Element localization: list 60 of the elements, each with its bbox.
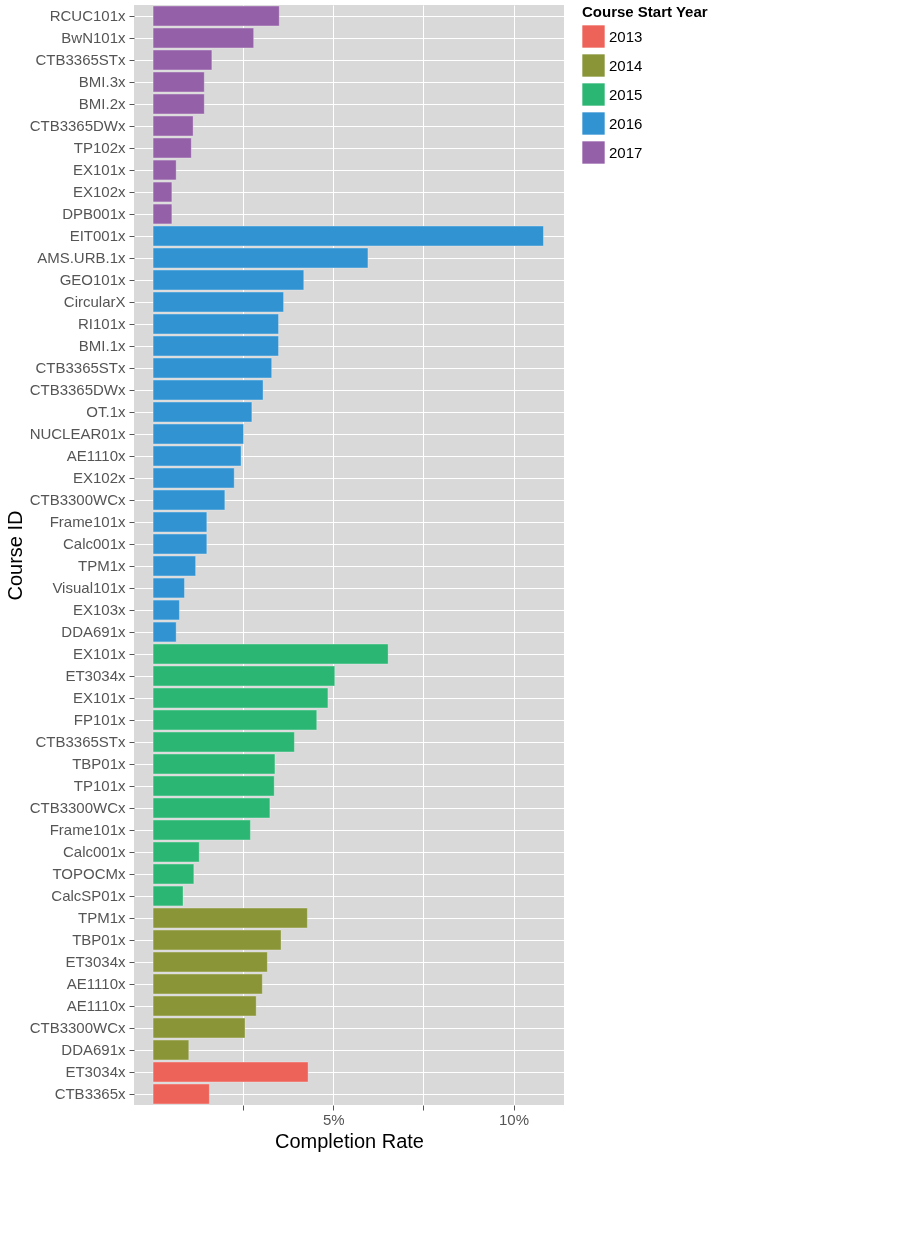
y-tick-label: CircularX [63,293,126,310]
y-tick-label: GEO101x [59,271,126,288]
y-tick-label: AE1110x [66,975,126,992]
y-tick-label: CTB3365DWx [29,381,126,398]
y-tick-label: TP101x [73,777,126,794]
y-tick-label: ET3034x [65,953,126,970]
y-tick-label: CTB3365STx [35,359,126,376]
y-tick-label: EIT001x [69,227,126,244]
y-tick-label: EX103x [72,601,126,618]
y-tick-label: CTB3365DWx [29,117,126,134]
y-tick-label: CTB3300WCx [29,491,126,508]
y-tick-label: EX102x [72,469,126,486]
legend-label: 2014 [609,56,643,74]
x-axis-title: Completion Rate [275,1129,424,1152]
legend-label: 2013 [609,27,643,45]
y-tick-label: Frame101x [49,821,126,838]
y-tick-label: ET3034x [65,667,126,684]
legend-label: 2017 [609,143,643,161]
y-tick-label: AE1110x [66,997,126,1014]
y-tick-label: OT.1x [86,403,126,420]
y-tick-label: CalcSP01x [51,887,126,904]
y-tick-label: CTB3365x [54,1085,126,1102]
legend-label: 2016 [609,114,643,132]
y-tick-label: EX102x [72,183,126,200]
y-tick-label: EX101x [72,689,126,706]
y-tick-label: NUCLEAR01x [29,425,126,442]
y-tick-label: Frame101x [49,513,126,530]
y-tick-label: EX101x [72,645,126,662]
y-tick-label: DDA691x [61,1041,126,1058]
y-tick-label: EX101x [72,161,126,178]
y-tick-label: DPB001x [62,205,126,222]
y-tick-label: BMI.2x [78,95,126,112]
y-tick-label: FP101x [73,711,126,728]
legend-title: Course Start Year [582,3,708,20]
y-tick-label: RI101x [77,315,126,332]
y-tick-label: TPM1x [77,909,126,926]
y-tick-label: CTB3300WCx [29,1019,126,1036]
y-tick-label: CTB3365STx [35,51,126,68]
y-tick-label: CTB3300WCx [29,799,126,816]
y-tick-label: CTB3365STx [35,733,126,750]
y-tick-label: TBP01x [72,931,126,948]
y-tick-label: TBP01x [72,755,126,772]
y-tick-label: Visual101x [52,579,126,596]
y-tick-label: ET3034x [65,1063,126,1080]
y-tick-label: TPM1x [77,557,126,574]
y-axis-title: Course ID [3,510,26,601]
y-tick-label: DDA691x [61,623,126,640]
y-tick-label: AE1110x [66,447,126,464]
y-tick-label: TOPOCMx [52,865,126,882]
y-tick-label: RCUC101x [49,7,126,24]
y-tick-label: TP102x [73,139,126,156]
y-tick-label: BMI.1x [78,337,126,354]
y-tick-label: Calc001x [62,535,126,552]
y-tick-label: AMS.URB.1x [37,249,126,266]
legend-label: 2015 [609,85,643,103]
y-tick-label: BMI.3x [78,73,126,90]
x-tick-label: 10% [499,1110,530,1128]
y-tick-label: Calc001x [62,843,126,860]
y-tick-label: BwN101x [61,29,126,46]
x-tick-label: 5% [322,1110,345,1128]
